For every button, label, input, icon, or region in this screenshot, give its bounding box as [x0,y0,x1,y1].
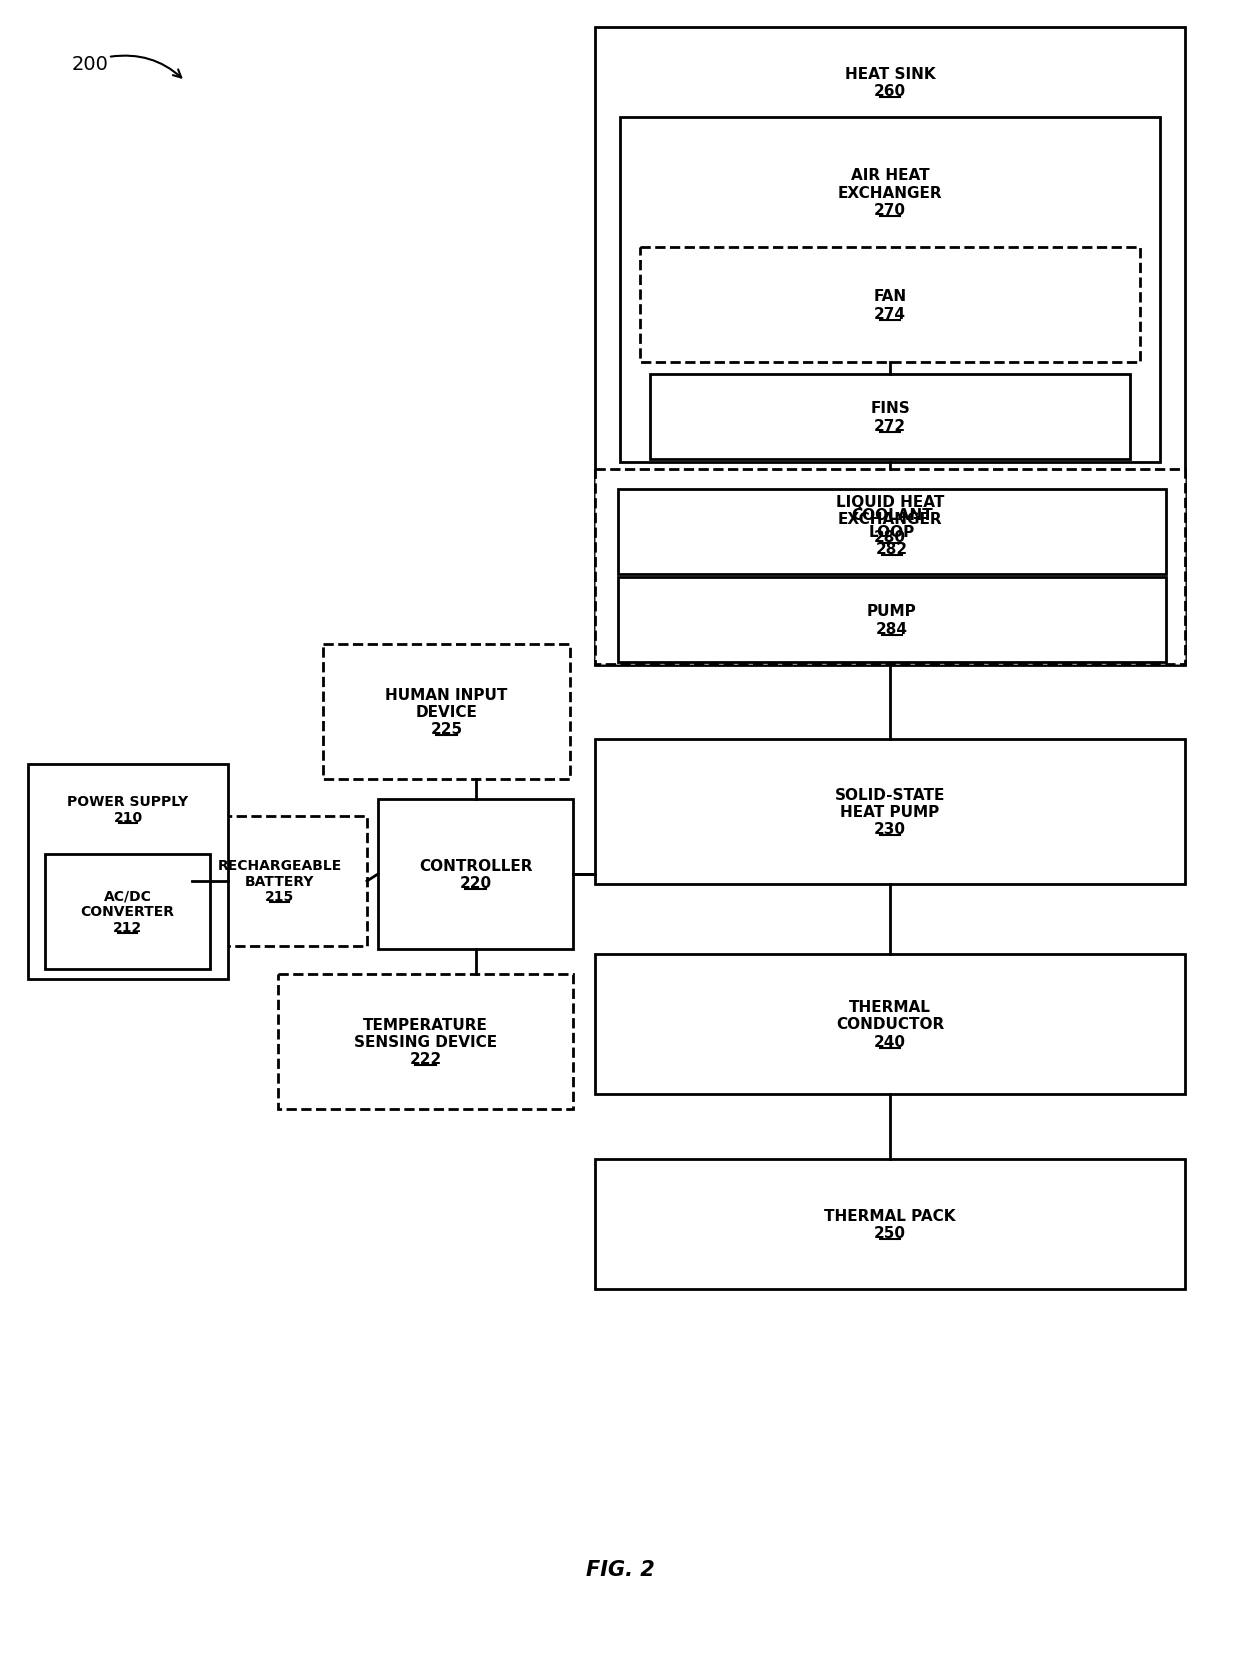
Bar [595,1160,1185,1290]
Text: HUMAN INPUT: HUMAN INPUT [386,687,507,702]
Bar [640,248,1140,363]
Text: 200: 200 [72,55,109,75]
Text: AIR HEAT: AIR HEAT [851,168,929,183]
Text: AC/DC: AC/DC [104,890,151,904]
Text: PUMP: PUMP [867,604,916,619]
Bar [620,118,1159,463]
Text: LIQUID HEAT: LIQUID HEAT [836,496,944,511]
Text: DEVICE: DEVICE [415,704,477,719]
Text: HEAT PUMP: HEAT PUMP [841,804,940,819]
Bar [595,469,1185,664]
Text: 250: 250 [874,1225,906,1240]
Text: EXCHANGER: EXCHANGER [838,513,942,527]
Text: CONVERTER: CONVERTER [81,905,175,919]
Text: RECHARGEABLE: RECHARGEABLE [217,859,342,874]
Text: SENSING DEVICE: SENSING DEVICE [353,1035,497,1050]
Text: FAN: FAN [873,290,906,305]
Bar [45,855,210,970]
Text: 260: 260 [874,83,906,98]
Bar [595,28,1185,666]
Bar [322,644,570,779]
Text: 280: 280 [874,529,906,544]
Bar [378,799,573,950]
Text: 210: 210 [113,810,143,824]
Text: POWER SUPPLY: POWER SUPPLY [67,795,188,809]
Text: 284: 284 [875,621,908,636]
Text: 222: 222 [409,1052,441,1067]
Text: FIG. 2: FIG. 2 [585,1559,655,1579]
Text: TEMPERATURE: TEMPERATURE [363,1017,487,1032]
Bar [29,764,228,980]
FancyArrowPatch shape [110,57,181,78]
Text: 225: 225 [430,722,463,737]
Bar [192,817,367,947]
Text: COOLANT: COOLANT [851,508,932,522]
Text: 270: 270 [874,203,906,218]
Text: SOLID-STATE: SOLID-STATE [835,787,945,802]
Text: EXCHANGER: EXCHANGER [838,185,942,200]
Text: FINS: FINS [870,401,910,416]
Text: HEAT SINK: HEAT SINK [844,67,935,82]
Text: CONTROLLER: CONTROLLER [419,859,532,874]
Text: CONDUCTOR: CONDUCTOR [836,1017,944,1032]
Text: THERMAL PACK: THERMAL PACK [825,1208,956,1223]
Text: 282: 282 [875,542,908,557]
Text: 272: 272 [874,418,906,433]
Bar [595,955,1185,1095]
Bar [618,489,1166,574]
Text: 215: 215 [265,890,294,904]
Bar [595,739,1185,885]
Text: 230: 230 [874,822,906,837]
Text: 274: 274 [874,306,906,321]
Text: THERMAL: THERMAL [849,1000,931,1015]
Bar [650,374,1130,459]
Bar [278,975,573,1110]
Bar [618,577,1166,662]
Text: 212: 212 [113,920,143,935]
Text: BATTERY: BATTERY [244,875,314,889]
Text: 240: 240 [874,1033,906,1048]
Text: LOOP: LOOP [869,524,915,539]
Text: 220: 220 [460,875,491,890]
